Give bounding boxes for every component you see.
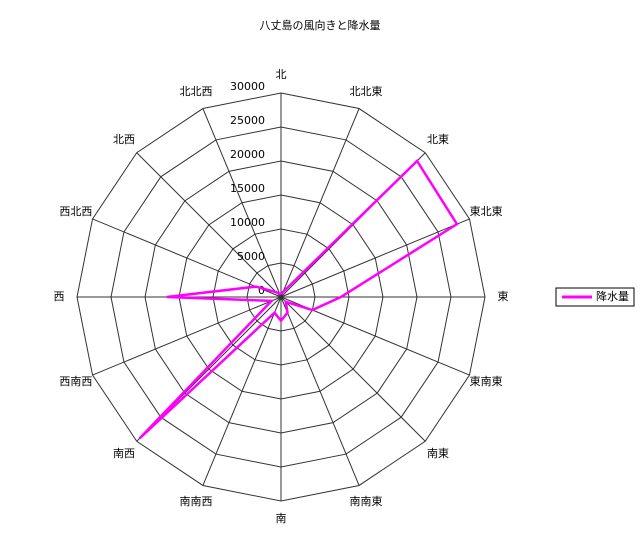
category-label: 南東 (427, 447, 449, 460)
y-tick-label: 10000 (230, 216, 265, 229)
category-label: 東南東 (470, 375, 503, 388)
series-line (138, 158, 459, 440)
category-label: 南南東 (349, 495, 382, 508)
spoke (280, 218, 470, 298)
spoke (92, 296, 282, 376)
spoke (136, 152, 282, 298)
category-label: 北西 (113, 133, 135, 146)
spoke (280, 108, 360, 298)
category-label: 西 (54, 290, 65, 303)
spoke (280, 296, 426, 442)
spoke (202, 296, 282, 486)
category-label: 北北西 (180, 85, 213, 98)
legend-box (555, 287, 635, 307)
category-label: 西北西 (59, 205, 92, 218)
spoke (202, 108, 282, 298)
y-tick-label: 20000 (230, 148, 265, 161)
category-label: 南南西 (180, 495, 213, 508)
y-tick-label: 15000 (230, 182, 265, 195)
y-tick-label: 0 (258, 284, 265, 297)
chart-title: 八丈島の風向きと降水量 (260, 18, 381, 32)
y-tick-label: 30000 (230, 80, 265, 93)
category-label: 西南西 (59, 375, 92, 388)
spoke (92, 218, 282, 298)
category-label: 東北東 (470, 205, 503, 218)
y-tick-label: 25000 (230, 114, 265, 127)
category-label: 北 (276, 68, 287, 81)
category-label: 南 (276, 512, 287, 525)
spoke (280, 296, 360, 486)
y-tick-label: 5000 (237, 250, 265, 263)
legend-label: 降水量 (596, 289, 629, 303)
category-label: 南西 (113, 447, 135, 460)
category-label: 北東 (427, 133, 449, 146)
category-label: 北北東 (349, 85, 382, 98)
category-label: 東 (498, 290, 509, 303)
